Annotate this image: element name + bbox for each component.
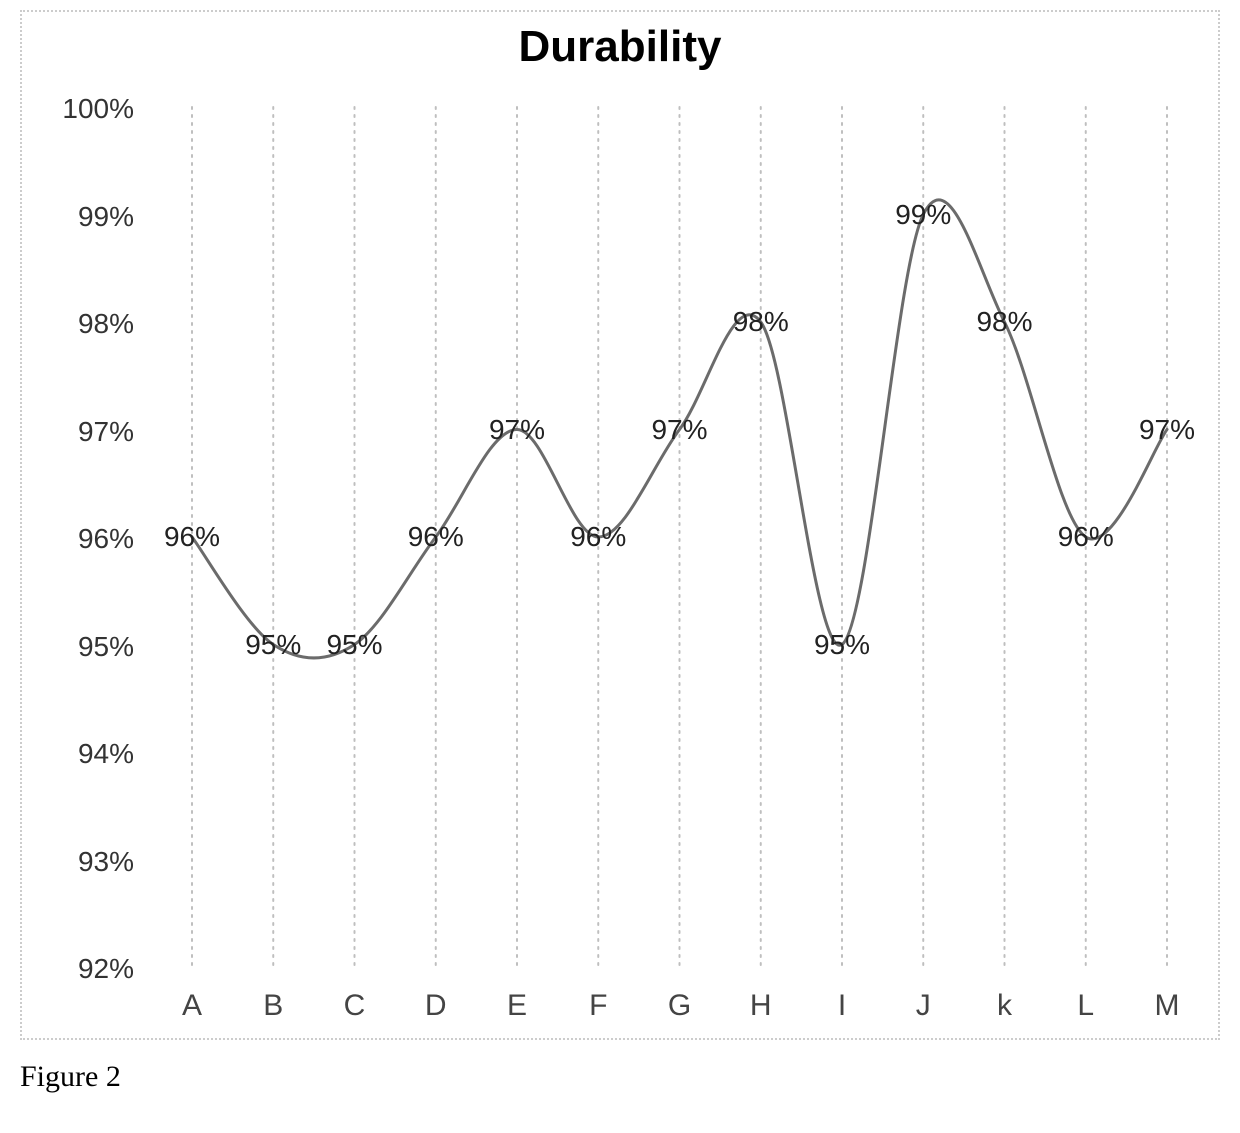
x-tick-label: D: [396, 989, 476, 1023]
data-label: 99%: [895, 199, 951, 231]
figure-caption: Figure 2: [20, 1060, 121, 1094]
x-tick-label: C: [315, 989, 395, 1023]
data-label: 95%: [245, 629, 301, 661]
x-tick-label: A: [152, 989, 232, 1023]
y-tick-label: 98%: [22, 308, 134, 340]
y-tick-label: 95%: [22, 631, 134, 663]
y-tick-label: 97%: [22, 416, 134, 448]
y-tick-label: 93%: [22, 846, 134, 878]
data-label: 96%: [164, 521, 220, 553]
y-tick-label: 99%: [22, 201, 134, 233]
y-tick-label: 94%: [22, 738, 134, 770]
data-label: 97%: [1139, 414, 1195, 446]
data-label: 95%: [814, 629, 870, 661]
data-label: 96%: [1058, 521, 1114, 553]
data-label: 97%: [651, 414, 707, 446]
chart-title: Durability: [22, 22, 1218, 72]
x-tick-label: B: [233, 989, 313, 1023]
data-label: 98%: [733, 306, 789, 338]
x-tick-label: H: [721, 989, 801, 1023]
line-svg: [152, 107, 1207, 967]
x-tick-label: M: [1127, 989, 1207, 1023]
x-tick-label: I: [802, 989, 882, 1023]
data-label: 96%: [408, 521, 464, 553]
data-label: 97%: [489, 414, 545, 446]
page: { "caption": "Figure 2", "caption_fontsi…: [0, 0, 1240, 1133]
x-tick-label: L: [1046, 989, 1126, 1023]
y-tick-label: 92%: [22, 953, 134, 985]
x-tick-label: k: [965, 989, 1045, 1023]
chart-container: Durability 92% 93% 94% 95% 96% 97% 98% 99% 100% A…: [20, 10, 1220, 1040]
data-label: 95%: [326, 629, 382, 661]
y-tick-label: 100%: [22, 93, 134, 125]
x-tick-label: F: [558, 989, 638, 1023]
data-label: 98%: [976, 306, 1032, 338]
plot-area: [152, 107, 1207, 967]
x-tick-label: J: [883, 989, 963, 1023]
x-tick-label: E: [477, 989, 557, 1023]
x-tick-label: G: [640, 989, 720, 1023]
data-label: 96%: [570, 521, 626, 553]
y-tick-label: 96%: [22, 523, 134, 555]
